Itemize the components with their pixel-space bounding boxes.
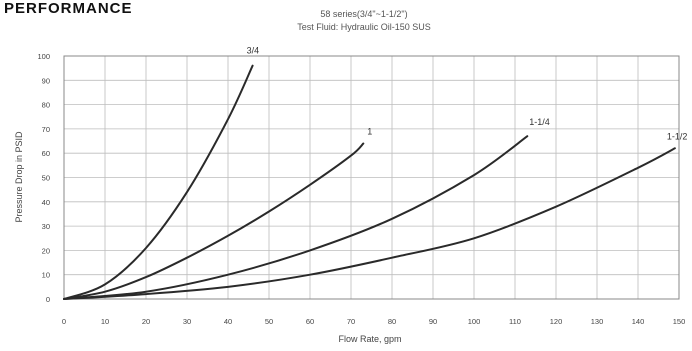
y-tick-label: 100	[37, 52, 50, 61]
x-tick-label: 10	[101, 317, 109, 326]
series-line-3	[63, 135, 529, 300]
y-tick-label: 0	[46, 295, 50, 304]
chart-subtitle-line-1: 58 series(3/4"~1-1/2")	[320, 9, 407, 19]
series-line-4	[63, 147, 676, 300]
x-tick-label: 80	[388, 317, 396, 326]
series-line-2	[63, 142, 365, 300]
series-label-2: 1	[367, 126, 372, 136]
y-tick-label: 10	[42, 271, 50, 280]
y-tick-label: 60	[42, 149, 50, 158]
x-tick-label: 40	[224, 317, 232, 326]
y-axis-ticks: 0 10 20 30 40 50 60 70 80 90 100	[37, 52, 50, 304]
x-tick-label: 20	[142, 317, 150, 326]
y-tick-label: 30	[42, 222, 50, 231]
series-curves	[63, 64, 676, 300]
x-axis-label: Flow Rate, gpm	[338, 334, 401, 344]
y-tick-label: 50	[42, 174, 50, 183]
chart-subtitle-line-2: Test Fluid: Hydraulic Oil-150 SUS	[297, 22, 431, 32]
y-tick-label: 20	[42, 246, 50, 255]
y-axis-label: Pressure Drop in PSID	[14, 131, 24, 223]
x-tick-label: 110	[509, 317, 521, 326]
x-axis-ticks: 0 10 20 30 40 50 60 70 80 90 100 110 120 130 140 150	[62, 317, 685, 326]
y-tick-label: 40	[42, 198, 50, 207]
series-label-3: 1-1/4	[529, 117, 550, 127]
series-label-1: 3/4	[247, 46, 260, 56]
x-tick-label: 70	[347, 317, 355, 326]
x-tick-label: 140	[632, 317, 645, 326]
x-tick-label: 90	[429, 317, 437, 326]
y-tick-label: 90	[42, 76, 50, 85]
x-tick-label: 120	[550, 317, 563, 326]
x-tick-label: 100	[468, 317, 481, 326]
plot-frame	[63, 55, 680, 300]
performance-heading: PERFORMANCE	[4, 0, 133, 17]
x-tick-label: 130	[591, 317, 604, 326]
x-tick-label: 0	[62, 317, 66, 326]
series-labels: 3/4 1 1-1/4 1-1/2	[247, 46, 688, 142]
x-tick-label: 30	[183, 317, 191, 326]
x-tick-label: 150	[673, 317, 686, 326]
x-tick-label: 50	[265, 317, 273, 326]
series-label-4: 1-1/2	[667, 131, 688, 141]
x-tick-label: 60	[306, 317, 314, 326]
y-tick-label: 70	[42, 125, 50, 134]
series-line-1	[63, 64, 254, 300]
y-tick-label: 80	[42, 101, 50, 110]
